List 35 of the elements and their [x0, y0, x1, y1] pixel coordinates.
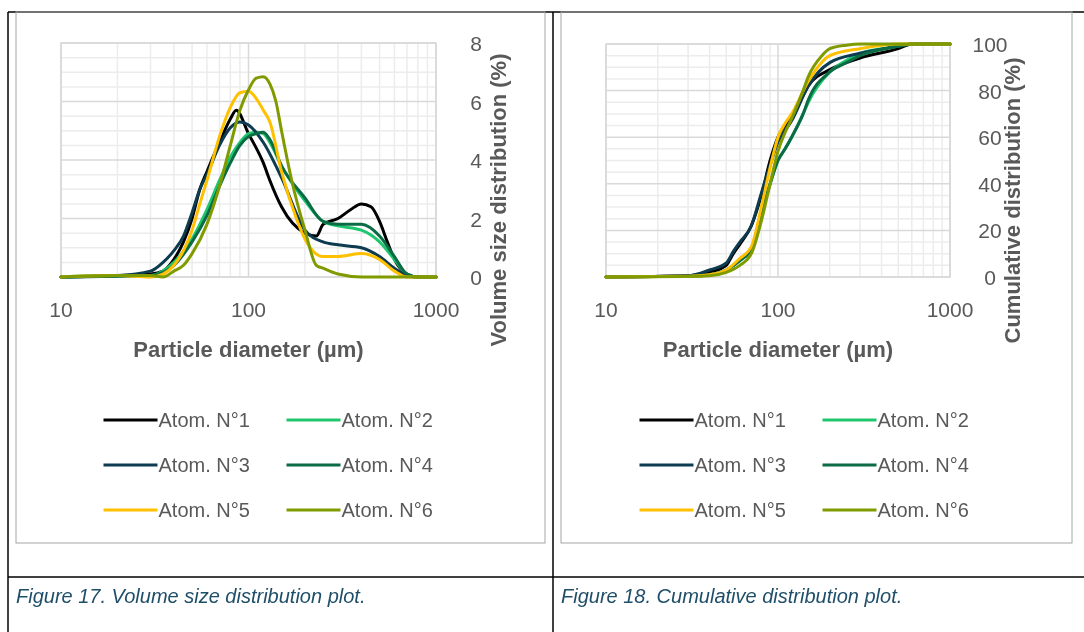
- legend-label: Atom. N°6: [877, 499, 969, 521]
- x-tick-label: 1000: [926, 298, 974, 321]
- legend-label: Atom. N°1: [158, 409, 250, 431]
- y-tick-label: 8: [470, 32, 482, 55]
- legend-label: Atom. N°4: [877, 454, 969, 476]
- x-tick-label: 100: [230, 298, 267, 321]
- legend-label: Atom. N°2: [341, 409, 433, 431]
- y-tick-label: 100: [972, 33, 1008, 56]
- x-tick-label: 1000: [412, 298, 460, 321]
- y-tick-label: 0: [470, 266, 482, 289]
- legend-label: Atom. N°4: [341, 454, 433, 476]
- legend-label: Atom. N°5: [694, 499, 786, 521]
- x-axis-title: Particle diameter (µm): [662, 337, 894, 362]
- legend-label: Atom. N°2: [877, 409, 969, 431]
- x-tick-label: 10: [594, 298, 618, 321]
- y-axis-title: Volume size distribution (%): [486, 53, 511, 347]
- y-tick-label: 2: [470, 207, 482, 231]
- y-tick-label: 4: [470, 149, 483, 172]
- y-tick-label: 20: [978, 219, 1002, 243]
- x-tick-label: 10: [49, 298, 73, 321]
- y-tick-label: 6: [470, 90, 482, 114]
- x-tick-label: 100: [760, 298, 796, 321]
- legend-label: Atom. N°3: [158, 454, 250, 476]
- legend-label: Atom. N°5: [158, 499, 250, 521]
- y-tick-label: 0: [984, 266, 996, 289]
- y-tick-label: 60: [978, 126, 1002, 150]
- caption: Figure 17. Volume size distribution plot.: [16, 585, 366, 607]
- legend-label: Atom. N°3: [694, 454, 786, 476]
- y-tick-label: 40: [978, 172, 1002, 196]
- y-axis-title: Cumulative distribution (%): [1000, 57, 1025, 344]
- legend-label: Atom. N°6: [341, 499, 433, 521]
- x-axis-title: Particle diameter (µm): [133, 337, 364, 362]
- y-tick-label: 80: [978, 79, 1002, 103]
- legend-label: Atom. N°1: [694, 409, 786, 431]
- caption: Figure 18. Cumulative distribution plot.: [561, 585, 903, 607]
